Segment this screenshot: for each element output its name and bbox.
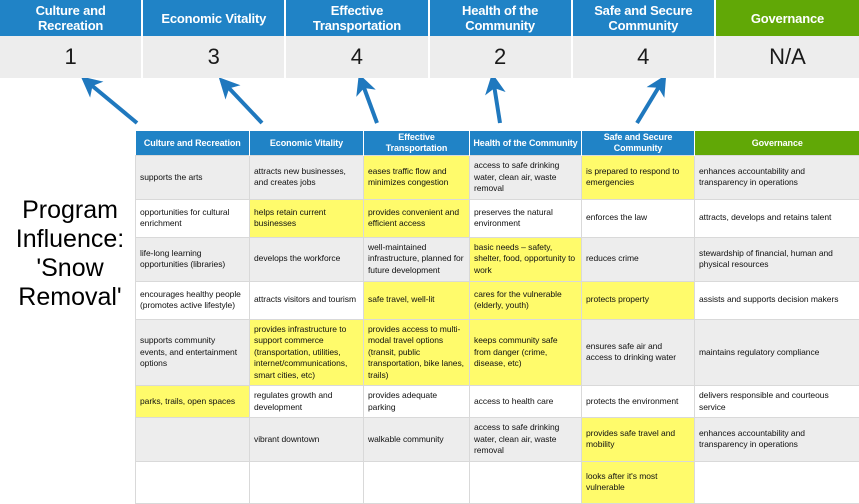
score-column-governance: Governance N/A bbox=[716, 0, 859, 78]
influence-arrow-2 bbox=[227, 86, 262, 123]
matrix-cell bbox=[364, 461, 470, 503]
matrix-cell: assists and supports decision makers bbox=[695, 281, 859, 319]
score-header-governance: Governance bbox=[716, 0, 859, 36]
matrix-header-effective-transportation: Effective Transportation bbox=[364, 131, 470, 156]
influence-arrows-group bbox=[0, 78, 859, 132]
score-column-effective-transportation: Effective Transportation 4 bbox=[286, 0, 429, 78]
matrix-cell: attracts new businesses, and creates job… bbox=[250, 156, 364, 200]
influence-arrow-5 bbox=[637, 85, 660, 123]
matrix-cell: supports community events, and entertain… bbox=[136, 319, 250, 386]
score-value-governance: N/A bbox=[716, 36, 859, 78]
influence-arrow-1 bbox=[90, 84, 137, 123]
score-value-health-of-the-community: 2 bbox=[430, 36, 573, 78]
influence-arrow-3 bbox=[363, 85, 377, 123]
matrix-header-row: Culture and Recreation Economic Vitality… bbox=[136, 131, 859, 156]
caption-line-4: Removal' bbox=[6, 283, 134, 312]
influence-matrix-table: Culture and Recreation Economic Vitality… bbox=[135, 131, 859, 504]
score-value-safe-and-secure-community: 4 bbox=[573, 36, 716, 78]
matrix-cell: helps retain current businesses bbox=[250, 199, 364, 237]
score-value-economic-vitality: 3 bbox=[143, 36, 286, 78]
matrix-cell bbox=[250, 461, 364, 503]
matrix-cell: keeps community safe from danger (crime,… bbox=[470, 319, 582, 386]
matrix-cell: ensures safe air and access to drinking … bbox=[582, 319, 695, 386]
score-header-safe-and-secure-community: Safe and Secure Community bbox=[573, 0, 716, 36]
matrix-cell: provides adequate parking bbox=[364, 386, 470, 418]
score-header-culture-and-recreation: Culture and Recreation bbox=[0, 0, 143, 36]
matrix-row: supports community events, and entertain… bbox=[136, 319, 859, 386]
influence-matrix: Culture and Recreation Economic Vitality… bbox=[135, 131, 859, 504]
program-influence-caption: Program Influence: 'Snow Removal' bbox=[6, 196, 134, 312]
score-column-safe-and-secure-community: Safe and Secure Community 4 bbox=[573, 0, 716, 78]
matrix-cell: provides access to multi-modal travel op… bbox=[364, 319, 470, 386]
matrix-cell: walkable community bbox=[364, 418, 470, 462]
matrix-cell: enhances accountability and transparency… bbox=[695, 418, 859, 462]
matrix-cell: provides convenient and efficient access bbox=[364, 199, 470, 237]
matrix-cell: access to health care bbox=[470, 386, 582, 418]
matrix-row: encourages healthy people (promotes acti… bbox=[136, 281, 859, 319]
matrix-cell: attracts, develops and retains talent bbox=[695, 199, 859, 237]
priority-score-bar: Culture and Recreation 1 Economic Vitali… bbox=[0, 0, 859, 78]
score-value-culture-and-recreation: 1 bbox=[0, 36, 143, 78]
matrix-cell: parks, trails, open spaces bbox=[136, 386, 250, 418]
matrix-cell bbox=[136, 418, 250, 462]
caption-line-3: 'Snow bbox=[6, 254, 134, 283]
matrix-cell: well-maintained infrastructure, planned … bbox=[364, 237, 470, 281]
score-value-effective-transportation: 4 bbox=[286, 36, 429, 78]
matrix-cell: provides infrastructure to support comme… bbox=[250, 319, 364, 386]
matrix-cell: cares for the vulnerable (elderly, youth… bbox=[470, 281, 582, 319]
matrix-header-health-of-the-community: Health of the Community bbox=[470, 131, 582, 156]
score-column-economic-vitality: Economic Vitality 3 bbox=[143, 0, 286, 78]
caption-line-2: Influence: bbox=[6, 225, 134, 254]
matrix-cell: opportunities for cultural enrichment bbox=[136, 199, 250, 237]
matrix-header-governance: Governance bbox=[695, 131, 859, 156]
matrix-cell: access to safe drinking water, clean air… bbox=[470, 418, 582, 462]
matrix-cell bbox=[136, 461, 250, 503]
matrix-cell: protects property bbox=[582, 281, 695, 319]
matrix-cell: life-long learning opportunities (librar… bbox=[136, 237, 250, 281]
matrix-cell: provides safe travel and mobility bbox=[582, 418, 695, 462]
matrix-cell: is prepared to respond to emergencies bbox=[582, 156, 695, 200]
matrix-cell: supports the arts bbox=[136, 156, 250, 200]
score-header-health-of-the-community: Health of the Community bbox=[430, 0, 573, 36]
matrix-cell: regulates growth and development bbox=[250, 386, 364, 418]
matrix-cell: safe travel, well-lit bbox=[364, 281, 470, 319]
matrix-row: life-long learning opportunities (librar… bbox=[136, 237, 859, 281]
matrix-header-culture-and-recreation: Culture and Recreation bbox=[136, 131, 250, 156]
influence-arrow-4 bbox=[494, 85, 500, 123]
score-header-effective-transportation: Effective Transportation bbox=[286, 0, 429, 36]
matrix-cell bbox=[695, 461, 859, 503]
matrix-cell: enhances accountability and transparency… bbox=[695, 156, 859, 200]
matrix-cell: protects the environment bbox=[582, 386, 695, 418]
matrix-cell bbox=[470, 461, 582, 503]
matrix-cell: preserves the natural environment bbox=[470, 199, 582, 237]
score-column-health-of-the-community: Health of the Community 2 bbox=[430, 0, 573, 78]
score-column-culture-and-recreation: Culture and Recreation 1 bbox=[0, 0, 143, 78]
matrix-cell: vibrant downtown bbox=[250, 418, 364, 462]
matrix-cell: stewardship of financial, human and phys… bbox=[695, 237, 859, 281]
matrix-cell: maintains regulatory compliance bbox=[695, 319, 859, 386]
matrix-cell: develops the workforce bbox=[250, 237, 364, 281]
matrix-cell: attracts visitors and tourism bbox=[250, 281, 364, 319]
matrix-cell: encourages healthy people (promotes acti… bbox=[136, 281, 250, 319]
matrix-header-economic-vitality: Economic Vitality bbox=[250, 131, 364, 156]
matrix-row: looks after it's most vulnerable bbox=[136, 461, 859, 503]
matrix-cell: delivers responsible and courteous servi… bbox=[695, 386, 859, 418]
matrix-header-safe-and-secure-community: Safe and Secure Community bbox=[582, 131, 695, 156]
matrix-cell: access to safe drinking water, clean air… bbox=[470, 156, 582, 200]
score-header-economic-vitality: Economic Vitality bbox=[143, 0, 286, 36]
matrix-cell: looks after it's most vulnerable bbox=[582, 461, 695, 503]
matrix-cell: reduces crime bbox=[582, 237, 695, 281]
matrix-cell: basic needs – safety, shelter, food, opp… bbox=[470, 237, 582, 281]
matrix-cell: enforces the law bbox=[582, 199, 695, 237]
caption-line-1: Program bbox=[6, 196, 134, 225]
matrix-cell: eases traffic flow and minimizes congest… bbox=[364, 156, 470, 200]
